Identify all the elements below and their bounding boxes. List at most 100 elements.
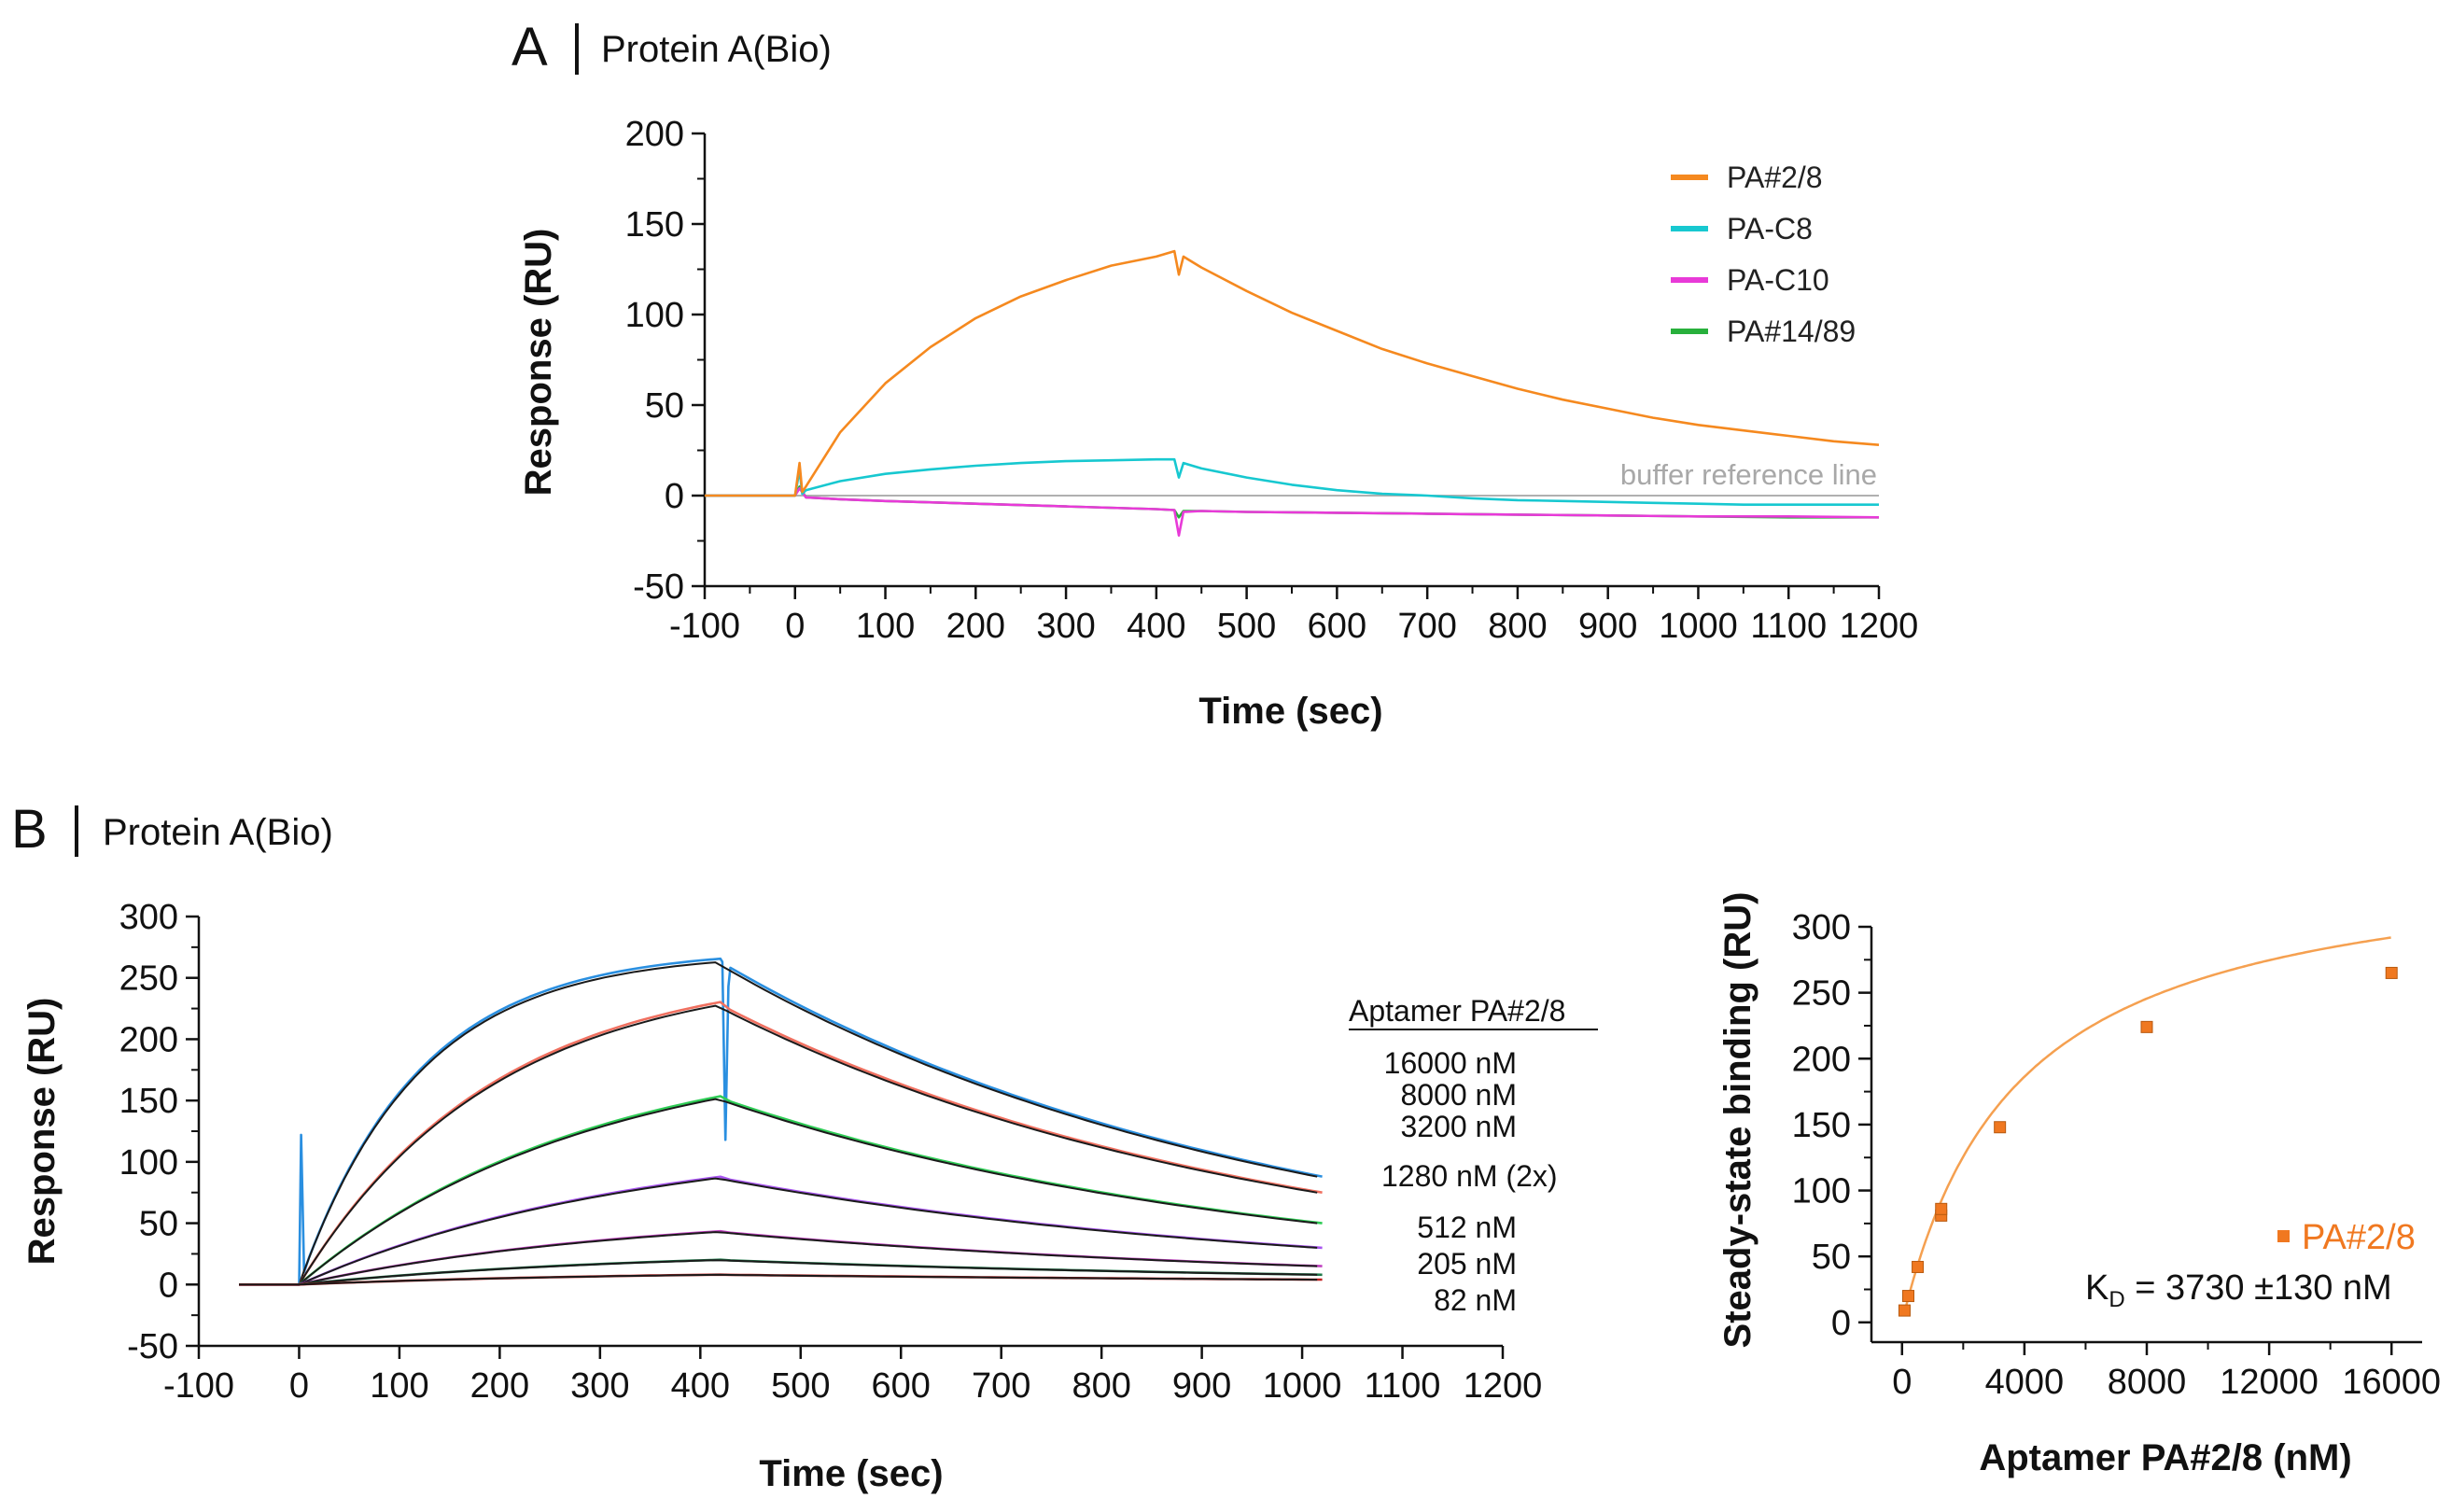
- x-tick-label: 200: [946, 607, 1005, 646]
- y-tick-label: 50: [1812, 1238, 1851, 1277]
- x-tick-label: 200: [470, 1366, 529, 1406]
- sensorgram-1280-nm-2x: [239, 1175, 1323, 1286]
- x-tick-label: 4000: [1985, 1363, 2065, 1402]
- chart-b-left-series: [239, 957, 1323, 1286]
- x-tick-label: 700: [1397, 607, 1456, 646]
- kd-symbol: K: [2085, 1268, 2109, 1308]
- legend-label-82: 82 nM: [1434, 1283, 1517, 1317]
- y-tick-label: 200: [625, 115, 684, 154]
- legend-label-205: 205 nM: [1417, 1247, 1517, 1281]
- data-point: [1898, 1304, 1911, 1317]
- y-tick-label: 300: [119, 898, 178, 937]
- chart-a-x-axis-label: Time (sec): [1198, 691, 1382, 732]
- data-point: [1912, 1260, 1925, 1273]
- panel-a-subtitle: Protein A(Bio): [601, 29, 832, 70]
- sensorgram-16000-nm: [239, 957, 1323, 1286]
- chart-b-right-fit-curve: [1902, 936, 2391, 1316]
- x-tick-label: 900: [1172, 1366, 1231, 1406]
- chart-a-buffer-reference-label: buffer reference line: [1620, 458, 1877, 491]
- fit-curve-8000-nm: [239, 1004, 1318, 1286]
- data-point: [2385, 966, 2398, 979]
- chart-b-right-y-axis-label: Steady-state binding (RU): [1717, 892, 1758, 1349]
- x-tick-label: -100: [669, 607, 740, 646]
- x-tick-label: 1000: [1659, 607, 1738, 646]
- y-tick-label: 300: [1792, 908, 1851, 947]
- data-point: [1935, 1202, 1948, 1215]
- x-tick-label: 700: [972, 1366, 1030, 1406]
- x-tick-label: 800: [1072, 1366, 1130, 1406]
- x-tick-label: 12000: [2220, 1363, 2319, 1402]
- series-line-pa-c10: [705, 486, 1880, 537]
- chart-b-right: 0 4000 8000 12000 16000 0 50 100 150 200 250 300 PA…: [1717, 892, 2441, 1478]
- y-tick-label: 0: [159, 1266, 178, 1305]
- y-tick-label: -50: [633, 567, 684, 607]
- fit-curve-16000-nm: [239, 961, 1318, 1286]
- fit-curve-82-nm: [239, 1273, 1318, 1286]
- x-tick-label: 16000: [2342, 1363, 2441, 1402]
- chart-b-right-kd-annotation: KD = 3730 ±130 nM: [2085, 1268, 2392, 1312]
- x-tick-label: 1100: [1750, 607, 1827, 646]
- panel-a-letter: A: [511, 17, 548, 77]
- y-tick-label: 50: [139, 1205, 178, 1244]
- data-point: [2140, 1020, 2153, 1033]
- data-point: [1901, 1290, 1914, 1303]
- x-tick-label: 0: [785, 607, 805, 646]
- x-tick-label: 1200: [1840, 607, 1919, 646]
- x-tick-label: 800: [1488, 607, 1547, 646]
- chart-b-right-points: [1898, 966, 2398, 1317]
- x-tick-label: -100: [163, 1366, 234, 1406]
- chart-b-left: -100 0 100 200 300 400 500 600 700 800 900 1000 1100…: [21, 898, 1598, 1494]
- fit-curve-205-nm: [239, 1259, 1318, 1286]
- series-line-pa-2-8: [705, 249, 1880, 497]
- x-tick-label: 0: [1892, 1363, 1912, 1402]
- y-tick-label: 150: [1792, 1106, 1851, 1145]
- x-tick-label: 1100: [1365, 1366, 1441, 1406]
- x-tick-label: 1000: [1263, 1366, 1342, 1406]
- data-point: [1994, 1121, 2007, 1134]
- series-line-pa-c8: [705, 457, 1879, 506]
- chart-a-y-axis-label: Response (RU): [518, 229, 559, 497]
- x-tick-label: 400: [1127, 607, 1185, 646]
- legend-label-pa2-8: PA#2/8: [1727, 161, 1823, 194]
- legend-label-8000: 8000 nM: [1400, 1078, 1517, 1112]
- kd-subscript: D: [2109, 1287, 2124, 1312]
- chart-b-left-axes: -100 0 100 200 300 400 500 600 700 800 900 1000 1100…: [119, 898, 1543, 1406]
- x-tick-label: 100: [856, 607, 915, 646]
- chart-a-series: [705, 249, 1880, 537]
- y-tick-label: 150: [119, 1082, 178, 1121]
- fit-curve-3200-nm: [239, 1098, 1318, 1286]
- chart-b-left-x-axis-label: Time (sec): [759, 1453, 943, 1494]
- chart-b-right-legend-label: PA#2/8: [2302, 1218, 2416, 1257]
- x-tick-label: 8000: [2108, 1363, 2187, 1402]
- legend-label-512: 512 nM: [1417, 1211, 1517, 1244]
- legend-label-pa14-89: PA#14/89: [1727, 315, 1856, 348]
- legend-label-1280: 1280 nM (2x): [1381, 1159, 1558, 1193]
- legend-label-pa-c8: PA-C8: [1727, 212, 1813, 245]
- legend-title-aptamer: Aptamer PA#2/8: [1349, 994, 1565, 1028]
- chart-a: -100 0 100 200 300 400 500 600 700 800 900 1000 1100…: [518, 115, 1918, 732]
- y-tick-label: 250: [119, 959, 178, 999]
- fit-curve-512-nm: [239, 1231, 1318, 1286]
- chart-a-legend: PA#2/8 PA-C8 PA-C10 PA#14/89: [1671, 161, 1856, 348]
- x-tick-label: 600: [872, 1366, 931, 1406]
- chart-b-right-axes: 0 4000 8000 12000 16000 0 50 100 150 200 250 300: [1792, 908, 2441, 1402]
- chart-b-right-legend-marker: [2277, 1230, 2290, 1242]
- x-tick-label: 600: [1308, 607, 1366, 646]
- x-tick-label: 300: [570, 1366, 629, 1406]
- panel-b-letter: B: [11, 799, 48, 860]
- panel-b-subtitle: Protein A(Bio): [103, 812, 333, 853]
- legend-label-16000: 16000 nM: [1384, 1046, 1517, 1080]
- chart-a-axes: -100 0 100 200 300 400 500 600 700 800 900 1000 1100…: [625, 115, 1919, 646]
- x-tick-label: 900: [1578, 607, 1637, 646]
- x-tick-label: 100: [370, 1366, 428, 1406]
- y-tick-label: 0: [665, 477, 684, 516]
- y-tick-label: -50: [127, 1327, 178, 1366]
- fit-curve-1280-nm-2x: [239, 1177, 1318, 1286]
- x-tick-label: 500: [1217, 607, 1276, 646]
- x-tick-label: 400: [671, 1366, 730, 1406]
- y-tick-label: 100: [625, 296, 684, 335]
- chart-b-right-x-axis-label: Aptamer PA#2/8 (nM): [1979, 1437, 2351, 1478]
- x-tick-label: 300: [1036, 607, 1095, 646]
- y-tick-label: 100: [119, 1143, 178, 1183]
